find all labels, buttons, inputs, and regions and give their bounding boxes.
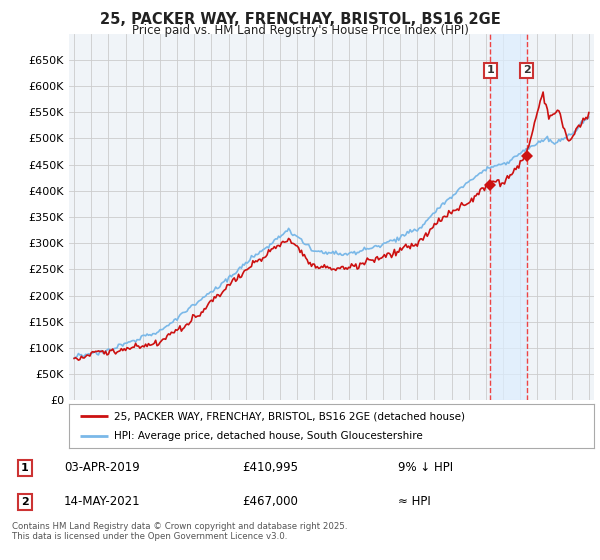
Text: £467,000: £467,000 bbox=[242, 496, 298, 508]
Text: ≈ HPI: ≈ HPI bbox=[398, 496, 431, 508]
Bar bbox=[490, 34, 527, 400]
Text: 2: 2 bbox=[523, 66, 530, 75]
Text: 1: 1 bbox=[487, 66, 494, 75]
Text: Contains HM Land Registry data © Crown copyright and database right 2025.
This d: Contains HM Land Registry data © Crown c… bbox=[12, 522, 347, 542]
Text: 2: 2 bbox=[20, 497, 28, 507]
Text: 03-APR-2019: 03-APR-2019 bbox=[64, 461, 140, 474]
Text: 25, PACKER WAY, FRENCHAY, BRISTOL, BS16 2GE: 25, PACKER WAY, FRENCHAY, BRISTOL, BS16 … bbox=[100, 12, 500, 27]
Text: 25, PACKER WAY, FRENCHAY, BRISTOL, BS16 2GE (detached house): 25, PACKER WAY, FRENCHAY, BRISTOL, BS16 … bbox=[113, 411, 464, 421]
Text: 9% ↓ HPI: 9% ↓ HPI bbox=[398, 461, 453, 474]
Text: HPI: Average price, detached house, South Gloucestershire: HPI: Average price, detached house, Sout… bbox=[113, 431, 422, 441]
Text: 14-MAY-2021: 14-MAY-2021 bbox=[64, 496, 140, 508]
Text: £410,995: £410,995 bbox=[242, 461, 298, 474]
Text: 1: 1 bbox=[20, 463, 28, 473]
Text: Price paid vs. HM Land Registry's House Price Index (HPI): Price paid vs. HM Land Registry's House … bbox=[131, 24, 469, 37]
